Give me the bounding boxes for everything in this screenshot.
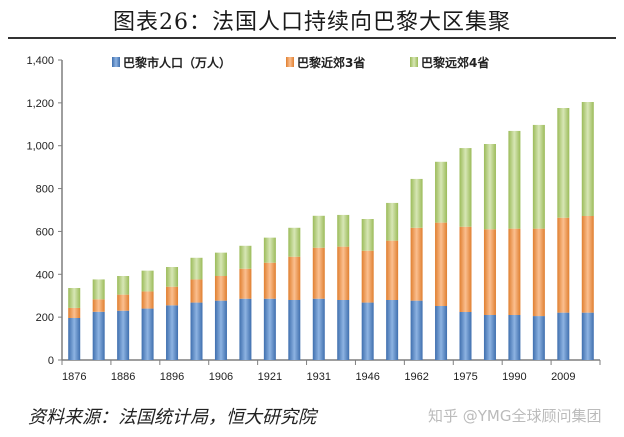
x-tick-label: 1975: [453, 371, 477, 383]
bar-segment-paris: [68, 318, 81, 360]
bar-segment-inner-suburbs: [214, 276, 227, 301]
bar-segment-outer-suburbs: [435, 161, 448, 223]
x-tick-label: 2009: [551, 371, 575, 383]
bar-segment-paris: [361, 302, 374, 360]
bar-segment-inner-suburbs: [581, 216, 594, 313]
watermark: 知乎 @YMG全球顾问集团: [428, 407, 602, 425]
bar-segment-outer-suburbs: [214, 252, 227, 276]
bar-segment-paris: [190, 302, 203, 360]
bar-segment-inner-suburbs: [410, 227, 423, 301]
bar-segment-outer-suburbs: [263, 237, 276, 263]
bar-segment-paris: [117, 310, 130, 360]
bar-segment-inner-suburbs: [68, 307, 81, 318]
bar-segment-inner-suburbs: [459, 226, 472, 312]
source-note: 资料来源：法国统计局，恒大研究院: [28, 407, 316, 428]
y-tick-label: 0: [48, 355, 54, 367]
bar-segment-inner-suburbs: [508, 228, 521, 315]
legend-label: 巴黎近郊3省: [297, 55, 365, 70]
bar-segment-inner-suburbs: [337, 246, 350, 300]
y-tick-label: 800: [36, 184, 54, 196]
bar-segment-inner-suburbs: [141, 291, 154, 309]
bar-segment-outer-suburbs: [459, 148, 472, 227]
bar-segment-paris: [386, 300, 399, 360]
bar-segment-paris: [263, 298, 276, 360]
x-tick-label: 1990: [502, 371, 526, 383]
x-tick-label: 1876: [62, 371, 86, 383]
bar-segment-paris: [214, 300, 227, 360]
x-tick-label: 1946: [355, 371, 379, 383]
bar-segment-outer-suburbs: [288, 227, 301, 257]
bar-segment-outer-suburbs: [508, 130, 521, 229]
bar-segment-outer-suburbs: [68, 288, 81, 308]
bar-segment-inner-suburbs: [557, 217, 570, 313]
y-tick-label: 1,000: [26, 141, 54, 153]
bar-segment-paris: [557, 312, 570, 360]
bar-segment-outer-suburbs: [361, 219, 374, 251]
bar-segment-paris: [288, 300, 301, 360]
bar-segment-outer-suburbs: [166, 267, 179, 287]
legend-swatch: [112, 57, 120, 67]
x-tick-label: 1921: [258, 371, 282, 383]
bar-segment-paris: [239, 298, 252, 360]
bar-segment-inner-suburbs: [386, 240, 399, 300]
bar-segment-paris: [508, 315, 521, 360]
bar-segment-paris: [141, 308, 154, 360]
bar-segment-outer-suburbs: [92, 279, 105, 300]
bar-segment-outer-suburbs: [386, 202, 399, 241]
y-tick-label: 200: [36, 312, 54, 324]
bar-segment-paris: [312, 298, 325, 360]
bar-segment-outer-suburbs: [239, 245, 252, 269]
bar-segment-paris: [166, 305, 179, 360]
bar-segment-paris: [337, 300, 350, 360]
y-tick-label: 600: [36, 226, 54, 238]
bar-segment-paris: [410, 300, 423, 360]
bar-segment-inner-suburbs: [92, 299, 105, 312]
bar-segment-outer-suburbs: [483, 144, 496, 230]
bar-segment-outer-suburbs: [532, 124, 545, 229]
y-tick-label: 1,200: [26, 98, 54, 110]
bar-segment-inner-suburbs: [190, 279, 203, 303]
chart-title: 图表26：法国人口持续向巴黎大区集聚: [113, 10, 511, 35]
bar-segment-paris: [459, 312, 472, 360]
bar-segment-paris: [532, 316, 545, 360]
bar-segment-inner-suburbs: [288, 256, 301, 300]
legend-swatch: [286, 57, 294, 67]
bar-segment-paris: [435, 306, 448, 360]
x-tick-label: 1931: [307, 371, 331, 383]
stacked-bar-chart: 0 200 400 600 800 1,000 1,200 1,400 1876 1886 1896…: [26, 55, 601, 383]
bar-segment-outer-suburbs: [557, 108, 570, 218]
bar-segment-outer-suburbs: [410, 178, 423, 228]
bar-segment-outer-suburbs: [312, 215, 325, 248]
bar-segment-inner-suburbs: [117, 294, 130, 311]
bar-segment-paris: [92, 311, 105, 360]
title-divider: [8, 37, 616, 39]
bar-segment-outer-suburbs: [581, 102, 594, 216]
bar-segment-inner-suburbs: [361, 250, 374, 303]
bar-segment-inner-suburbs: [239, 268, 252, 299]
bar-segment-outer-suburbs: [117, 276, 130, 295]
x-tick-label: 1886: [111, 371, 135, 383]
bar-segment-outer-suburbs: [190, 257, 203, 280]
bar-segment-outer-suburbs: [337, 214, 350, 247]
bar-segment-paris: [581, 312, 594, 360]
bar-segment-inner-suburbs: [263, 262, 276, 299]
legend-swatch: [410, 57, 418, 67]
bar-segment-inner-suburbs: [532, 228, 545, 317]
bar-segment-inner-suburbs: [312, 247, 325, 299]
y-tick-label: 400: [36, 269, 54, 281]
bar-segment-inner-suburbs: [166, 286, 179, 306]
legend-label: 巴黎远郊4省: [421, 55, 489, 70]
bar-segment-paris: [483, 315, 496, 360]
bar-segment-inner-suburbs: [483, 229, 496, 315]
bar-segment-inner-suburbs: [435, 222, 448, 306]
bar-segment-outer-suburbs: [141, 270, 154, 292]
legend-label: 巴黎市人口（万人）: [123, 55, 231, 70]
y-tick-label: 1,400: [26, 55, 54, 67]
x-tick-label: 1906: [209, 371, 233, 383]
x-tick-label: 1962: [404, 371, 428, 383]
x-tick-label: 1896: [160, 371, 184, 383]
